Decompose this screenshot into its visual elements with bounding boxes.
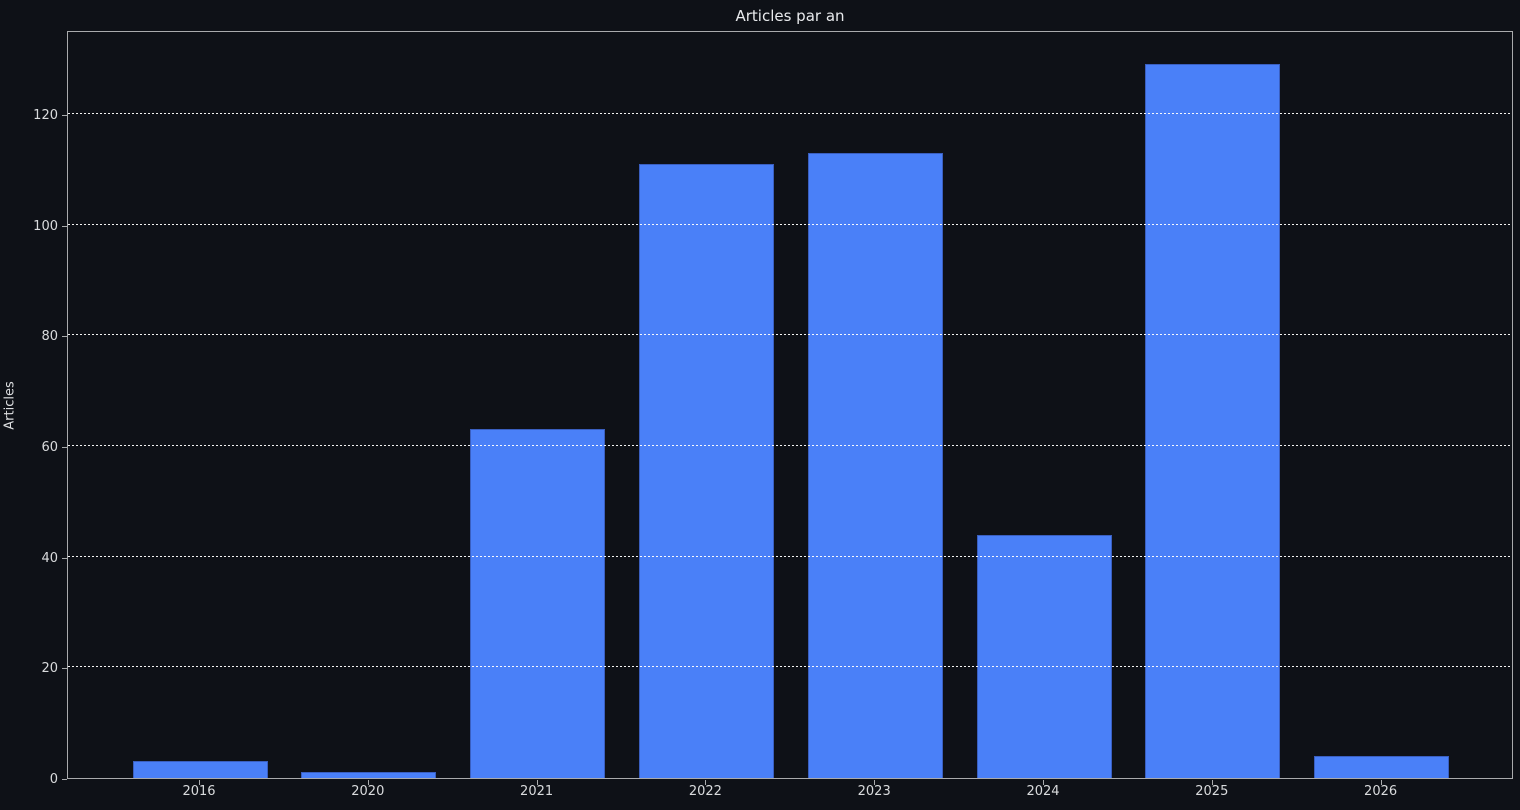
- y-tick-mark: [62, 226, 67, 227]
- x-tick-label-2022: 2022: [688, 784, 722, 799]
- y-tick-label-120: 120: [33, 108, 58, 124]
- bars-layer: [68, 32, 1512, 778]
- x-tick-mark: [874, 780, 876, 785]
- x-tick-label-2020: 2020: [351, 784, 385, 799]
- x-tick-mark: [1211, 780, 1213, 785]
- x-tick-label-2021: 2021: [520, 784, 554, 799]
- y-tick-mark: [62, 558, 67, 559]
- y-tick-mark: [62, 668, 67, 669]
- y-tick-label-100: 100: [33, 218, 58, 234]
- y-tick-mark: [62, 115, 67, 116]
- x-tick-mark: [705, 780, 707, 785]
- plot-area: [67, 31, 1513, 779]
- bar-2026: [1314, 756, 1450, 778]
- x-tick-mark: [1380, 780, 1382, 785]
- bar-2016: [132, 761, 268, 778]
- y-axis-label: Articles: [2, 381, 18, 430]
- bar-2024: [976, 535, 1112, 778]
- x-tick-label-2024: 2024: [1026, 784, 1060, 799]
- x-tick-mark: [199, 780, 200, 785]
- chart-title: Articles par an: [735, 7, 845, 25]
- y-tick-mark: [62, 447, 67, 448]
- x-tick-label-2016: 2016: [182, 784, 216, 799]
- x-tick-mark: [367, 780, 369, 785]
- y-tick-mark: [62, 336, 67, 337]
- y-tick-label-80: 80: [41, 329, 58, 345]
- bar-2023: [807, 153, 943, 778]
- y-tick-label-60: 60: [41, 440, 58, 456]
- bar-2020: [301, 772, 437, 778]
- y-tick-label-20: 20: [41, 661, 58, 677]
- x-tick-label-2025: 2025: [1195, 784, 1229, 799]
- y-tick-label-40: 40: [41, 550, 58, 566]
- x-tick-label-2023: 2023: [857, 784, 891, 799]
- y-tick-label-0: 0: [49, 772, 58, 787]
- x-tick-mark: [1043, 780, 1044, 785]
- bar-2021: [470, 429, 606, 778]
- y-tick-mark: [62, 779, 67, 780]
- bar-2025: [1145, 64, 1281, 778]
- x-tick-mark: [536, 780, 538, 785]
- bar-2022: [638, 164, 774, 778]
- x-tick-label-2026: 2026: [1364, 784, 1398, 799]
